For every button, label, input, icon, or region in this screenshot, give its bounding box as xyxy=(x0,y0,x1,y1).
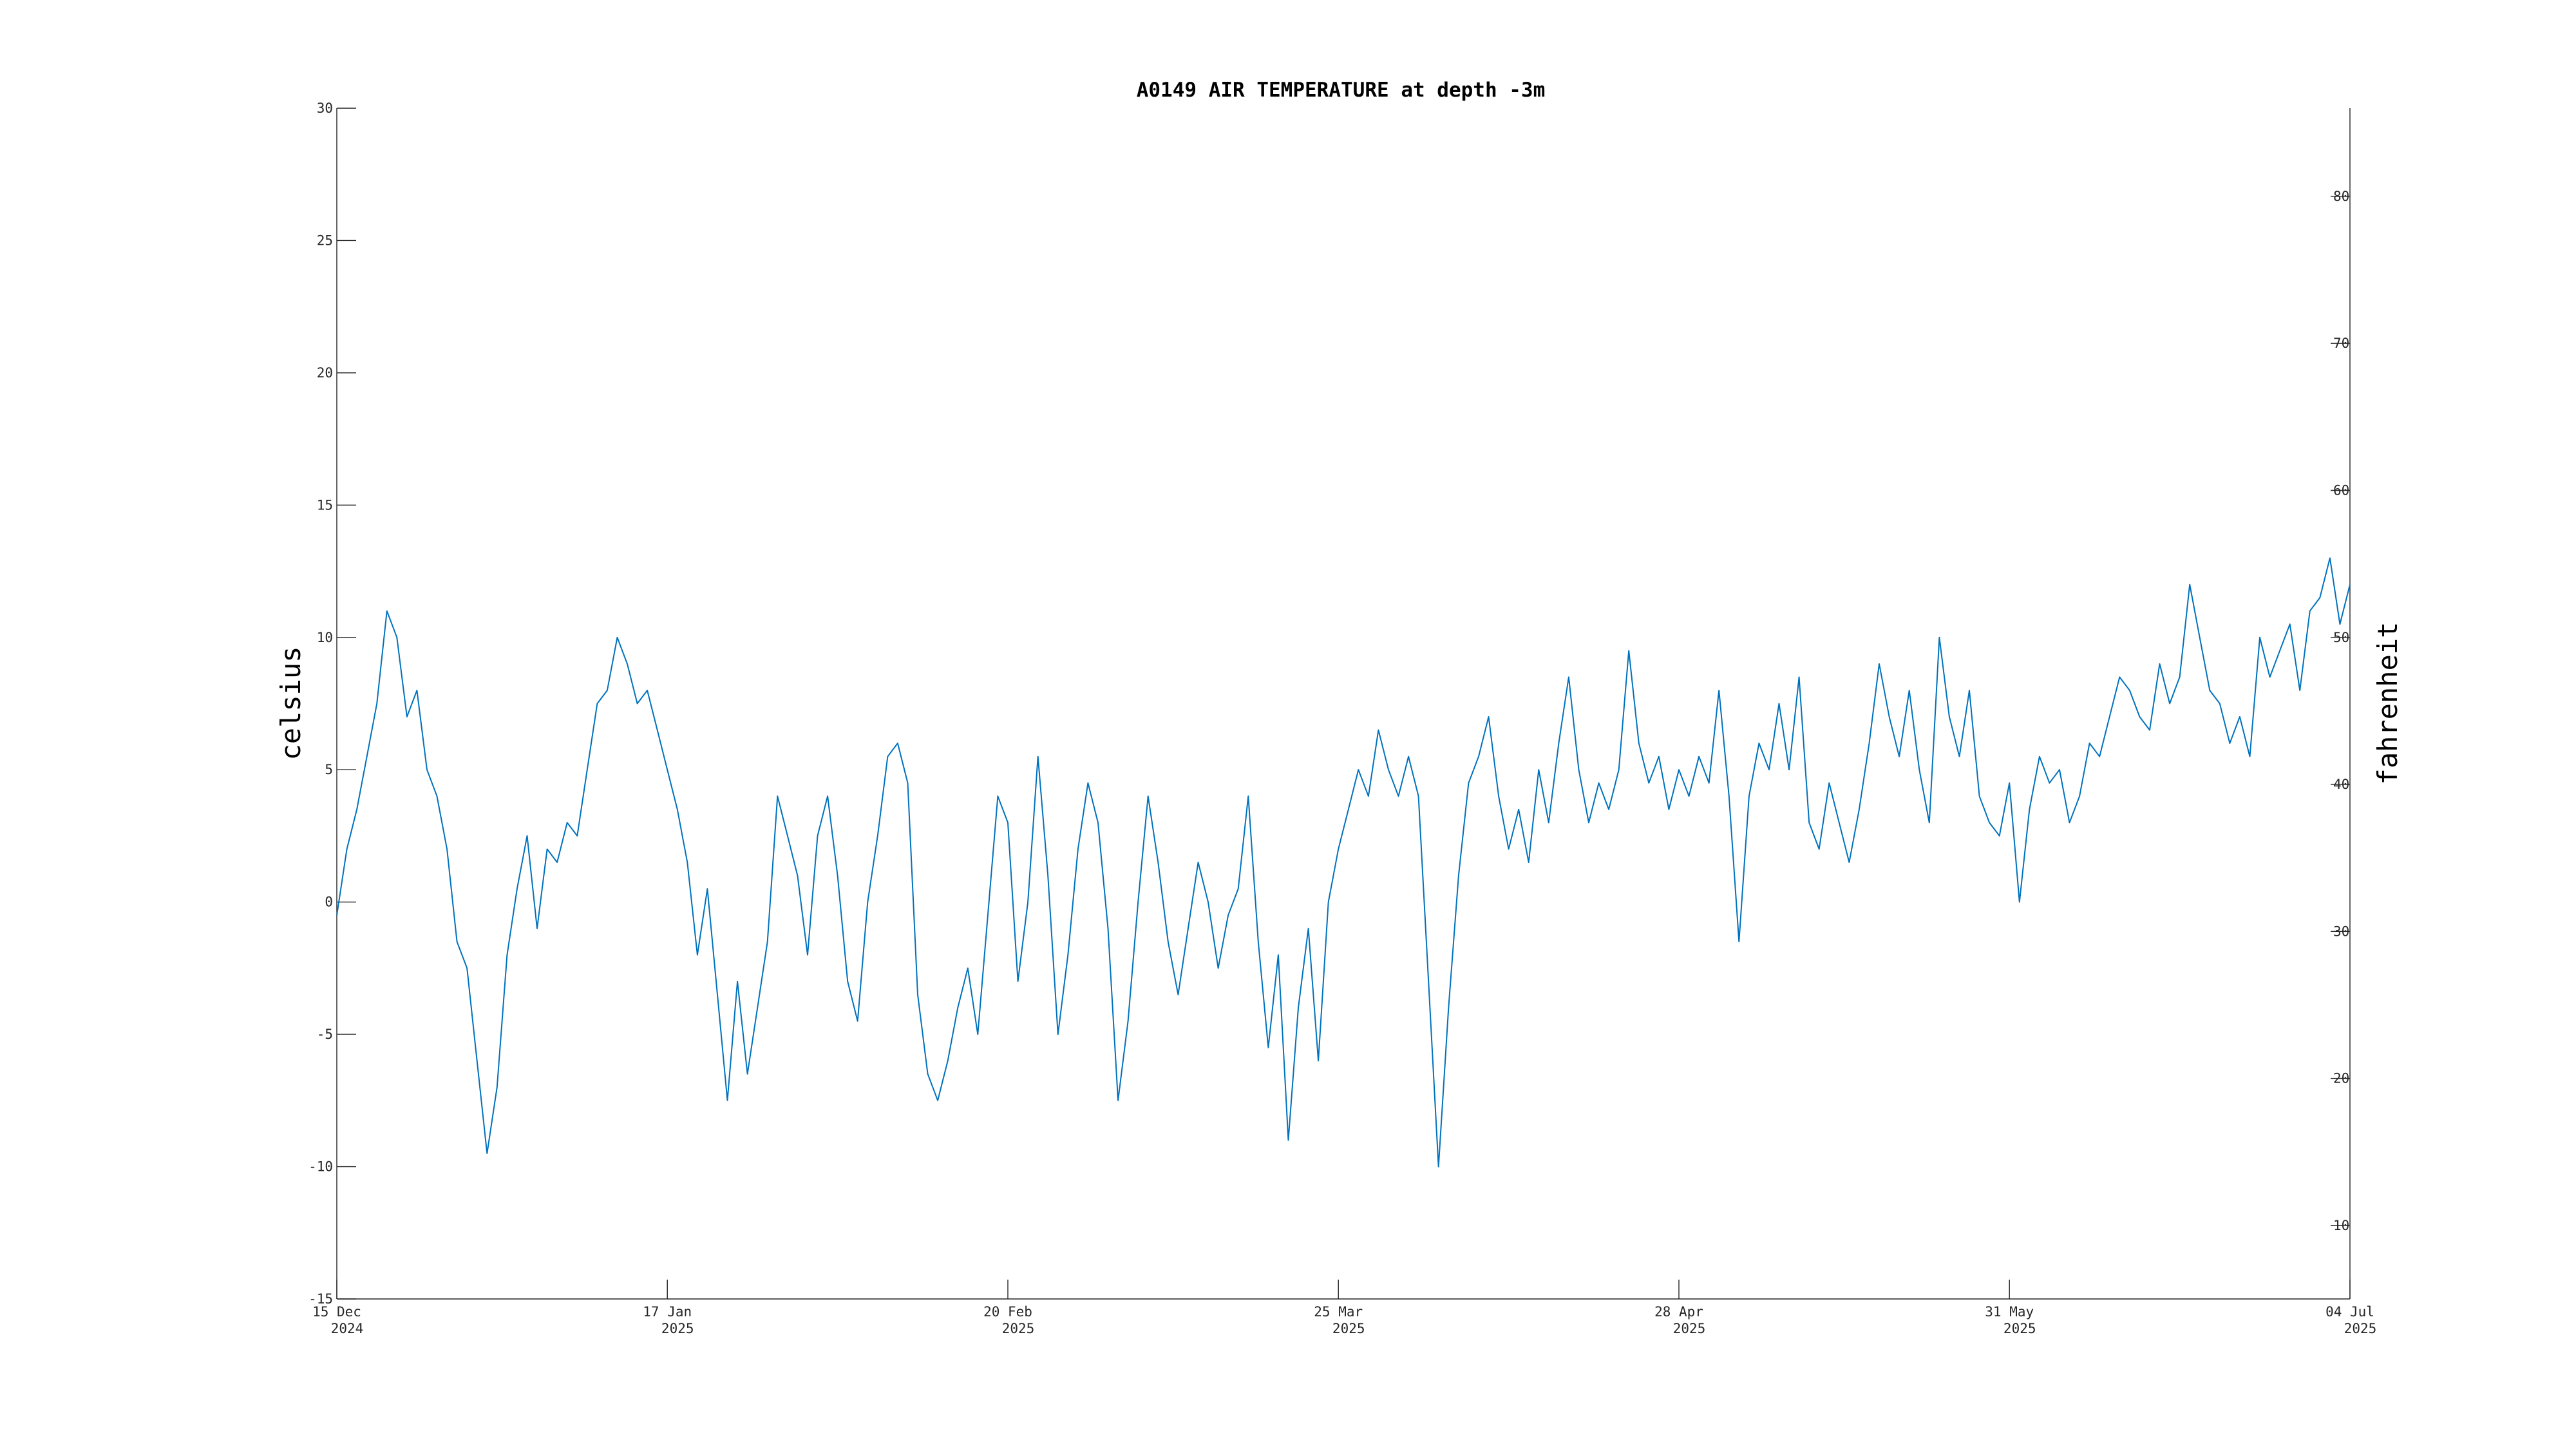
x-tick-year-label: 2025 xyxy=(2003,1321,2036,1336)
x-tick-year-label: 2024 xyxy=(331,1321,364,1336)
x-tick-label: 20 Feb xyxy=(983,1304,1032,1320)
y-tick-right-label: 60 xyxy=(2333,483,2349,498)
x-tick-label: 25 Mar xyxy=(1314,1304,1363,1320)
x-tick-year-label: 2025 xyxy=(1002,1321,1035,1336)
x-tick-label: 04 Jul xyxy=(2325,1304,2374,1320)
y-tick-left-label: 15 xyxy=(317,497,333,513)
y-tick-right-label: 70 xyxy=(2333,336,2349,351)
y-tick-right-label: 50 xyxy=(2333,630,2349,645)
y-tick-right-label: 80 xyxy=(2333,189,2349,204)
y-tick-right-label: 20 xyxy=(2333,1071,2349,1086)
x-tick-year-label: 2025 xyxy=(1673,1321,1706,1336)
x-tick-year-label: 2025 xyxy=(661,1321,694,1336)
x-tick-year-label: 2025 xyxy=(1332,1321,1365,1336)
y-tick-left-label: -15 xyxy=(308,1291,333,1307)
chart-title: A0149 AIR TEMPERATURE at depth -3m xyxy=(1137,79,1546,102)
x-tick-label: 15 Dec xyxy=(312,1304,361,1320)
x-tick-year-label: 2025 xyxy=(2344,1321,2377,1336)
y-tick-left-label: 25 xyxy=(317,232,333,248)
y-ticks-left: -15 -10 -5 0 5 10 15 20 25 30 xyxy=(308,100,356,1307)
y-tick-left-label: 20 xyxy=(317,365,333,381)
y-axis-right-title: fahrenheit xyxy=(2372,622,2403,785)
x-tick-label: 17 Jan xyxy=(643,1304,692,1320)
y-tick-right-label: 40 xyxy=(2333,777,2349,792)
y-tick-right-label: 10 xyxy=(2333,1218,2349,1233)
y-tick-left-label: 5 xyxy=(325,762,333,777)
y-tick-right-label: 30 xyxy=(2333,923,2349,939)
y-tick-left-label: 10 xyxy=(317,630,333,645)
x-tick-label: 28 Apr xyxy=(1654,1304,1703,1320)
y-tick-left-label: -10 xyxy=(308,1159,333,1175)
y-axis-left-title: celsius xyxy=(275,646,307,760)
y-tick-left-label: -5 xyxy=(317,1027,333,1042)
y-ticks-right: 10 20 30 40 50 60 70 80 xyxy=(2331,189,2350,1233)
x-tick-label: 31 May xyxy=(1985,1304,2034,1320)
y-tick-left-label: 0 xyxy=(325,895,333,910)
temperature-series-line xyxy=(336,557,2351,1168)
y-tick-left-label: 30 xyxy=(317,100,333,116)
